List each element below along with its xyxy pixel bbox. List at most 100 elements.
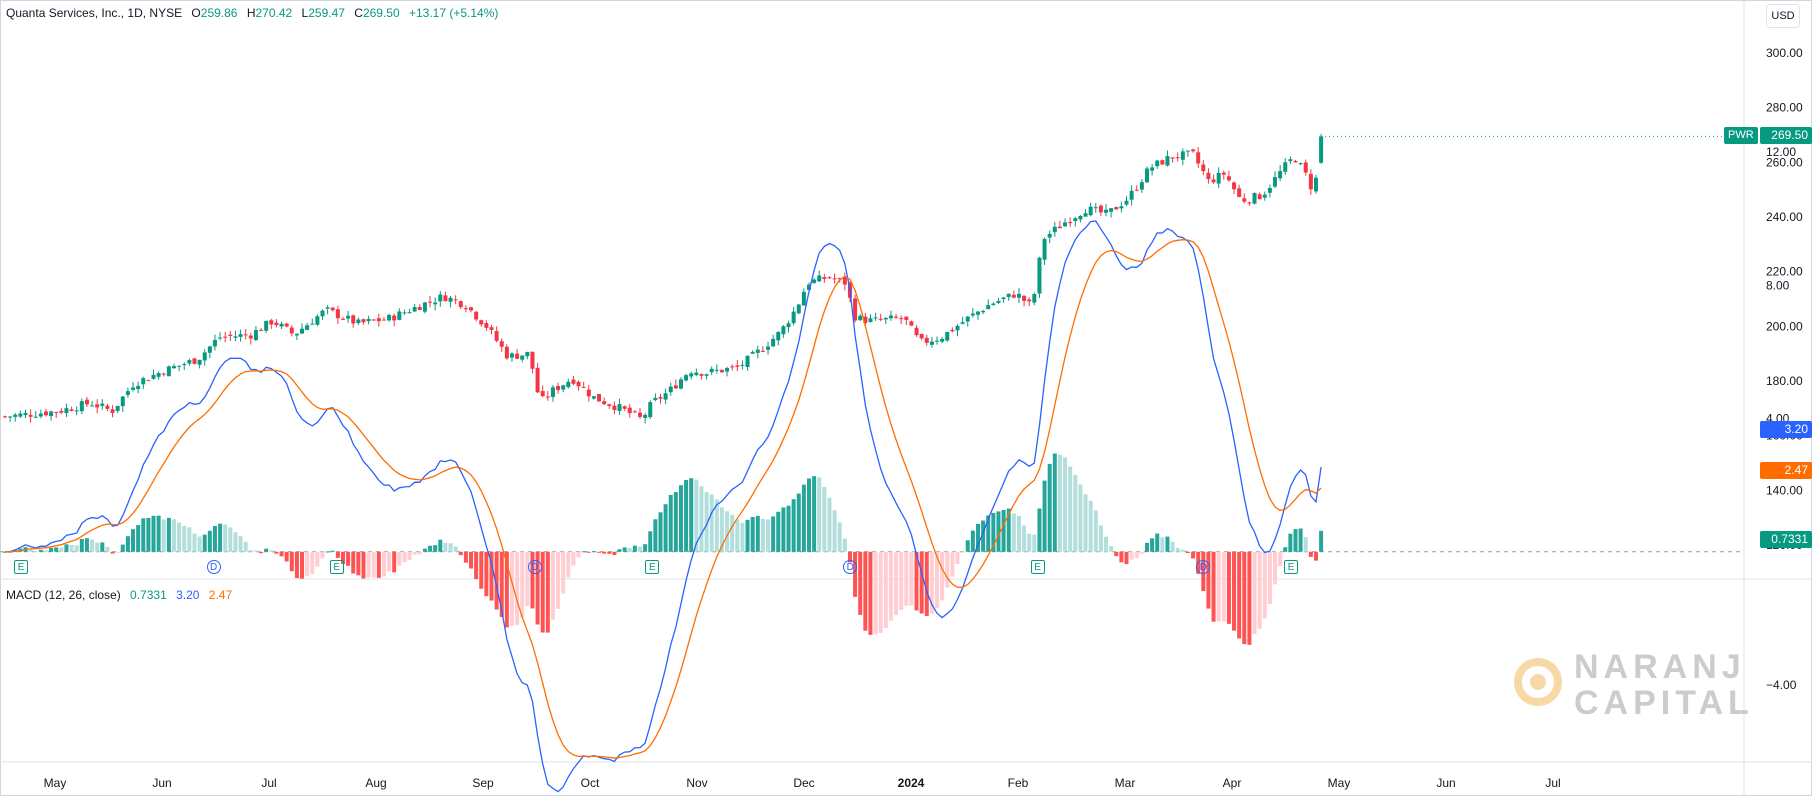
earnings-marker[interactable]: E (14, 560, 29, 574)
macd-histogram-bar (1027, 533, 1032, 552)
dividend-marker[interactable]: D (1196, 560, 1211, 574)
candle-body (817, 275, 822, 282)
dividend-marker[interactable]: D (843, 560, 858, 574)
candle-body (1293, 160, 1298, 163)
macd-histogram-bar (320, 551, 325, 559)
macd-histogram-bar (161, 519, 166, 552)
candle-body (914, 327, 919, 336)
ticker-tag: PWR (1724, 127, 1758, 145)
candle-body (315, 316, 320, 325)
candle-body (812, 279, 817, 283)
candle-body (786, 323, 791, 328)
macd-histogram-bar (504, 551, 509, 628)
earnings-marker[interactable]: E (645, 560, 660, 574)
candle-body (356, 319, 361, 324)
macd-histogram-bar (632, 545, 637, 552)
candle-body (837, 278, 842, 280)
macd-histogram-bar (663, 504, 668, 552)
macd-line (4, 220, 1322, 793)
candle-body (663, 393, 668, 400)
macd-histogram-bar (125, 536, 130, 552)
macd-histogram-bar (279, 551, 284, 557)
macd-histogram-bar (1001, 509, 1006, 552)
symbol-legend: Quanta Services, Inc., 1D, NYSE O259.86 … (6, 6, 498, 20)
candle-body (1022, 295, 1027, 301)
time-tick-label: Jun (152, 776, 171, 790)
macd-histogram-bar (1232, 551, 1237, 631)
candle-body (1165, 156, 1170, 166)
candle-body (806, 284, 811, 290)
macd-histogram-bar (310, 551, 315, 574)
earnings-marker[interactable]: E (1284, 560, 1299, 574)
macd-histogram-bar (141, 518, 146, 552)
macd-histogram-bar (955, 551, 960, 565)
candle-body (269, 320, 274, 325)
macd-histogram-bar (935, 551, 940, 609)
candle-body (1283, 162, 1288, 172)
macd-histogram-bar (1114, 551, 1119, 557)
low-value: 259.47 (308, 6, 345, 20)
candle-body (335, 309, 340, 319)
candle-body (161, 373, 166, 375)
candle-body (1278, 171, 1283, 179)
macd-histogram-bar (678, 485, 683, 552)
candle-body (1155, 160, 1160, 167)
macd-histogram-bar (438, 539, 443, 552)
dividend-marker[interactable]: D (206, 560, 221, 574)
candle-body (131, 387, 136, 390)
macd-histogram-bar (970, 530, 975, 552)
candle-body (1129, 190, 1134, 200)
candle-body (1180, 151, 1185, 160)
time-tick-label: Apr (1223, 776, 1242, 790)
macd-histogram-bar (474, 551, 479, 580)
currency-button[interactable]: USD (1766, 4, 1800, 28)
macd-histogram-bar (1073, 474, 1078, 552)
candle-body (187, 360, 192, 364)
macd-histogram-bar (535, 551, 540, 625)
candle-body (463, 308, 468, 310)
macd-histogram-bar (919, 551, 924, 614)
candle-body (392, 315, 397, 321)
macd-histogram-bar (146, 517, 151, 552)
candle-body (561, 385, 566, 390)
candle-body (919, 334, 924, 339)
candle-body (474, 311, 479, 320)
candle-body (59, 410, 64, 413)
macd-histogram-bar (428, 545, 433, 552)
macd-histogram-bar (883, 551, 888, 629)
candle-body (1237, 188, 1242, 197)
candle-body (678, 379, 683, 389)
candle-body (638, 412, 643, 417)
time-tick-label: Feb (1008, 776, 1029, 790)
candle-body (197, 359, 202, 365)
candle-body (694, 372, 699, 376)
macd-histogram-bar (801, 484, 806, 552)
candle-body (330, 307, 335, 311)
candle-body (233, 336, 238, 338)
macd-histogram-bar (929, 551, 934, 614)
candle-body (581, 386, 586, 388)
macd-histogram-bar (223, 524, 228, 552)
macd-histogram-bar (1083, 494, 1088, 552)
candle-body (33, 416, 38, 418)
candle-body (525, 351, 530, 357)
macd-histogram-bar (1206, 551, 1211, 609)
macd-histogram-bar (607, 551, 612, 554)
macd-histogram-bar (1047, 463, 1052, 552)
macd-histogram-bar (105, 547, 110, 552)
candle-body (1252, 193, 1257, 204)
earnings-marker[interactable]: E (329, 560, 344, 574)
macd-histogram-bar (653, 519, 658, 552)
watermark-line-1: NARANJ (1574, 648, 1746, 686)
time-tick-label: Oct (581, 776, 600, 790)
earnings-marker[interactable]: E (1030, 560, 1045, 574)
macd-histogram-bar (627, 548, 632, 552)
macd-histogram-bar (1098, 525, 1103, 552)
macd-histogram-bar (59, 547, 64, 552)
time-tick-label: Sep (472, 776, 494, 790)
macd-histogram-bar (1319, 530, 1324, 552)
macd-histogram-bar (1257, 551, 1262, 629)
dividend-marker[interactable]: D (527, 560, 542, 574)
macd-histogram-bar (909, 551, 914, 606)
